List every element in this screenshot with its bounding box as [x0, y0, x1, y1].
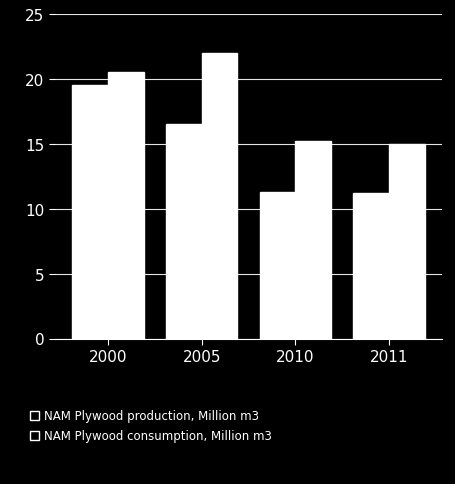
Bar — [259, 192, 295, 339]
Bar — [353, 194, 388, 339]
Bar — [166, 125, 201, 339]
Bar — [388, 144, 424, 339]
Bar — [295, 142, 330, 339]
Legend: NAM Plywood production, Million m3, NAM Plywood consumption, Million m3: NAM Plywood production, Million m3, NAM … — [30, 409, 271, 442]
Bar — [72, 86, 108, 339]
Bar — [108, 73, 143, 339]
Bar — [201, 53, 237, 339]
